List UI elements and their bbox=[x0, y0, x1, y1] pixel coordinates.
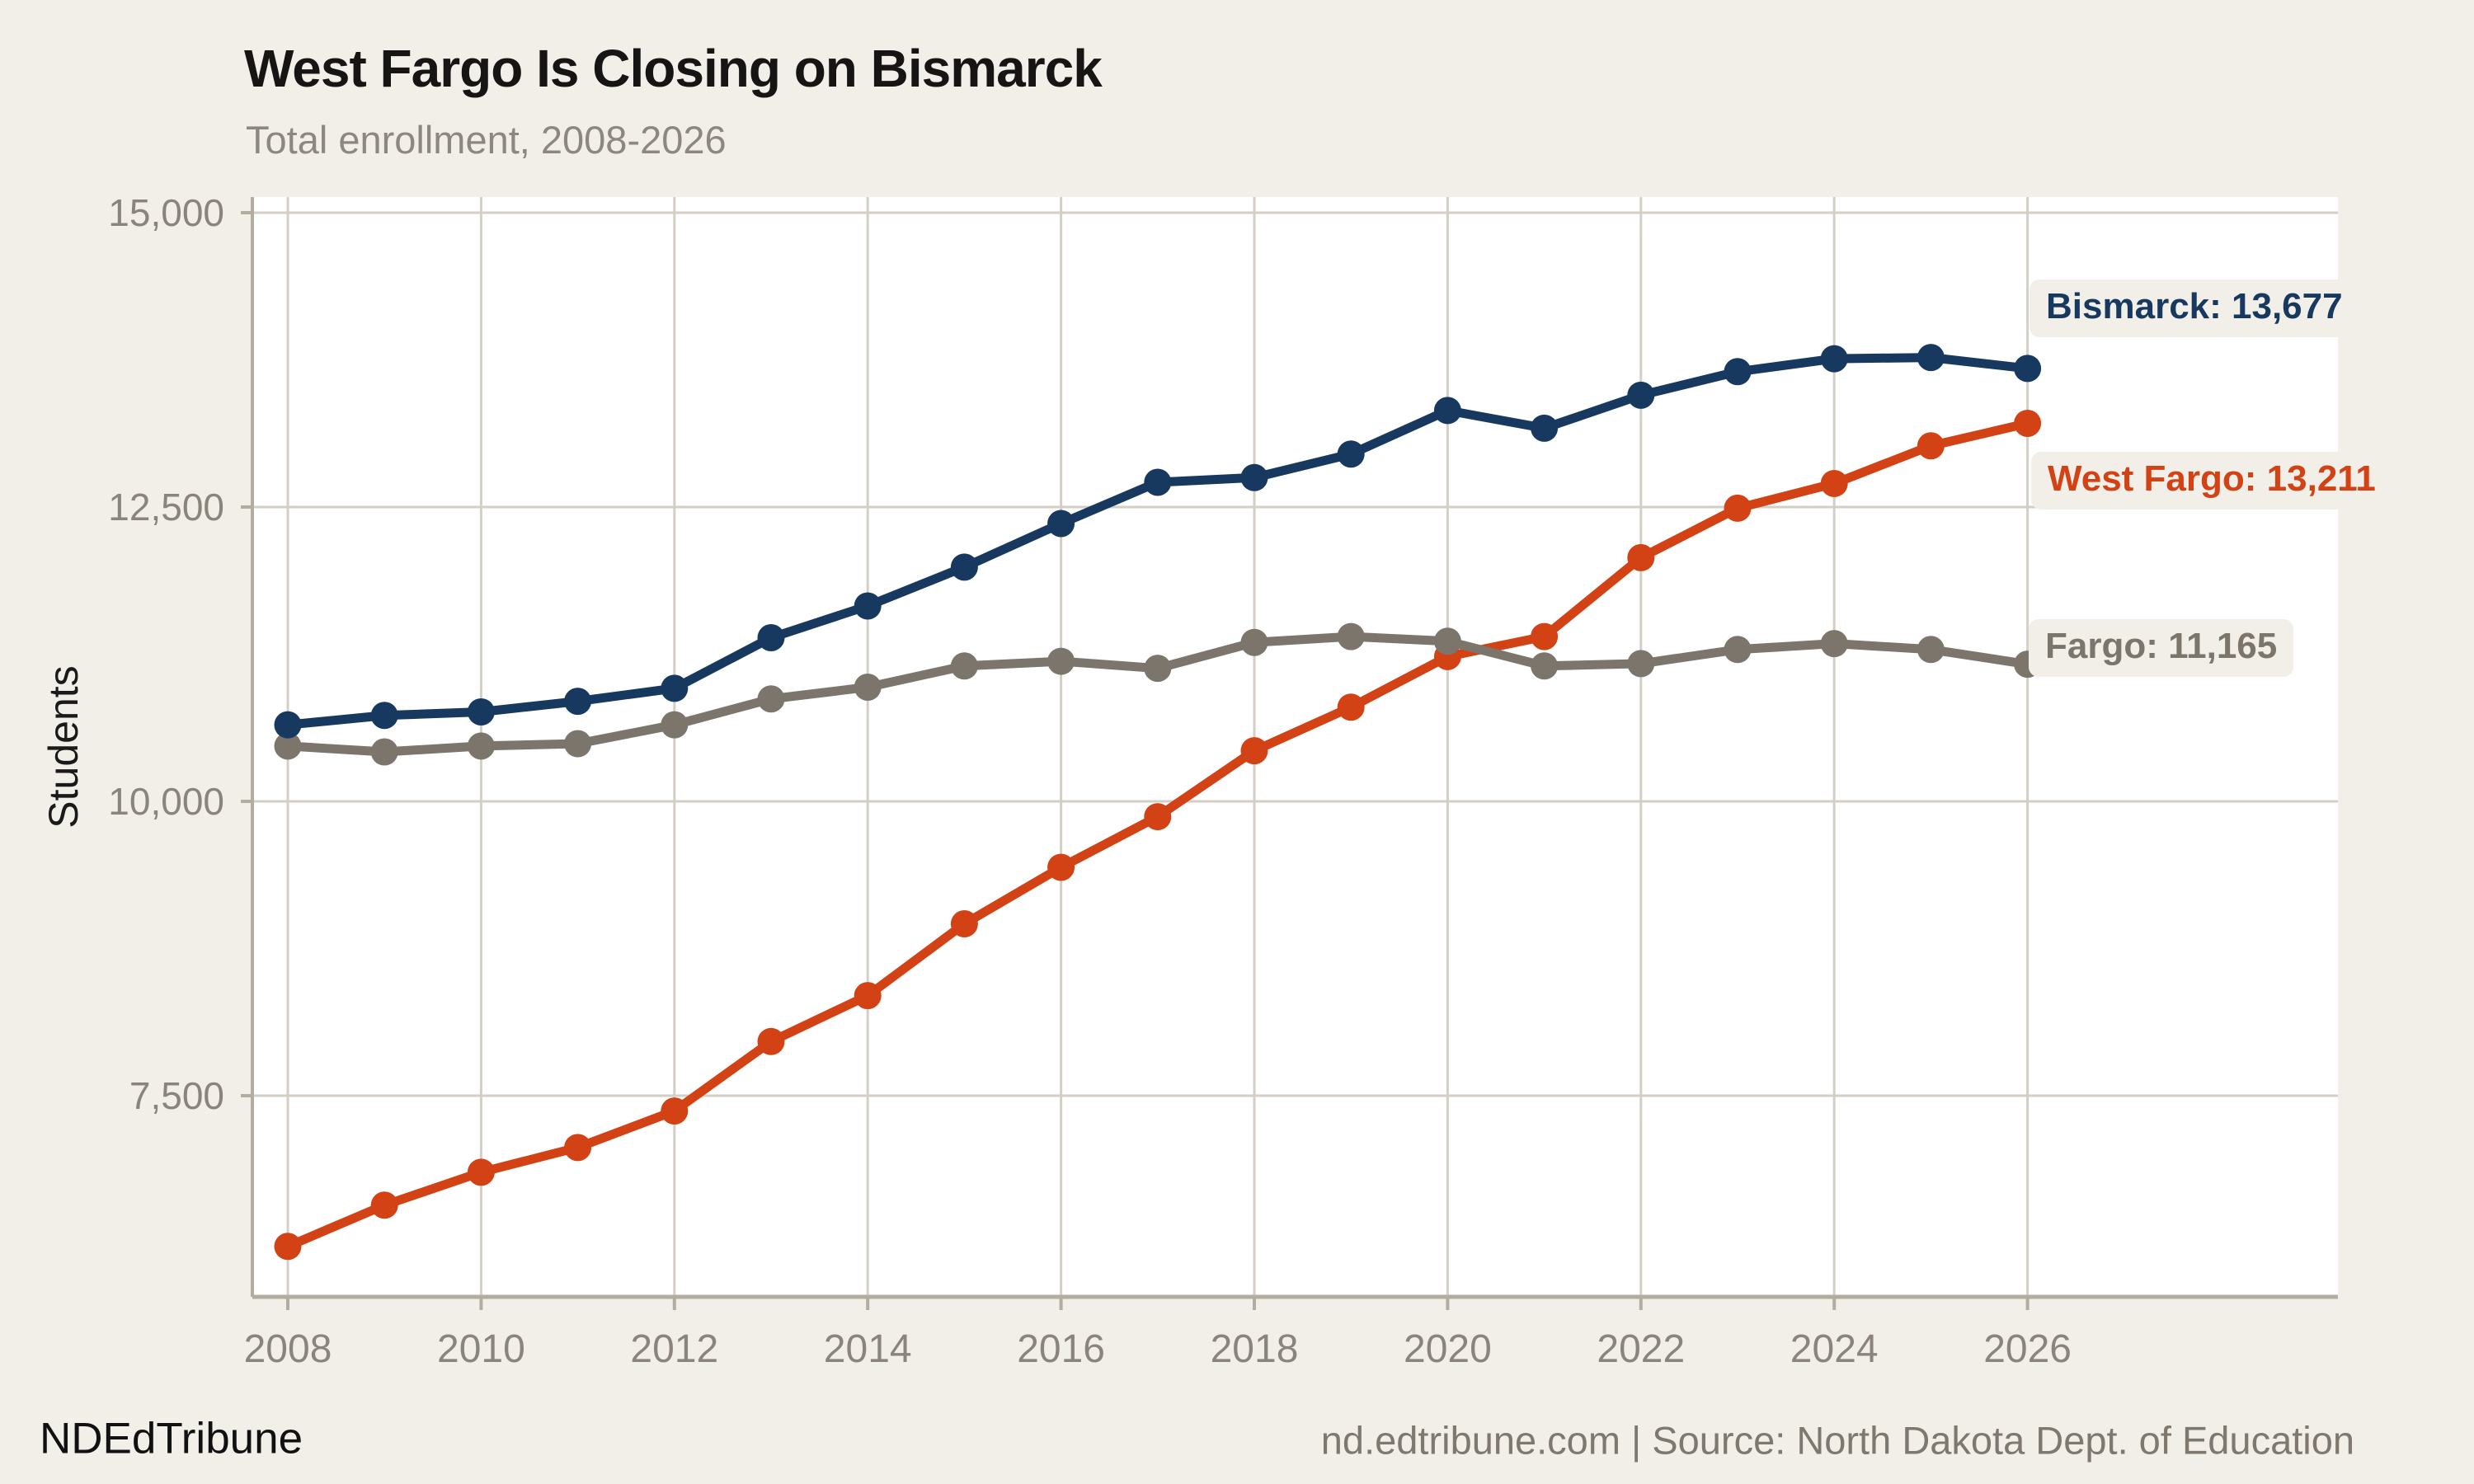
page-subtitle: Total enrollment, 2008-2026 bbox=[246, 118, 727, 162]
data-point-bismarck bbox=[1337, 440, 1365, 468]
data-point-west-fargo bbox=[1144, 803, 1172, 831]
data-point-bismarck bbox=[1917, 344, 1945, 372]
data-point-fargo bbox=[564, 730, 592, 758]
data-point-fargo bbox=[274, 732, 302, 760]
x-tick-label: 2018 bbox=[1211, 1327, 1299, 1371]
data-point-fargo bbox=[467, 732, 495, 760]
end-label-bismarck: Bismarck: 13,677 bbox=[2030, 279, 2359, 337]
x-tick-label: 2020 bbox=[1404, 1327, 1492, 1371]
data-point-west-fargo bbox=[661, 1097, 689, 1125]
x-tick-label: 2024 bbox=[1790, 1327, 1879, 1371]
data-point-bismarck bbox=[467, 697, 495, 726]
x-tick-label: 2012 bbox=[630, 1327, 718, 1371]
y-tick-label: 12,500 bbox=[108, 486, 224, 528]
data-point-fargo bbox=[1144, 655, 1172, 683]
data-point-fargo bbox=[757, 685, 785, 713]
y-axis-title: Students bbox=[40, 665, 87, 829]
data-point-west-fargo bbox=[854, 982, 882, 1010]
data-point-bismarck bbox=[274, 711, 302, 739]
end-label-fargo: Fargo: 11,165 bbox=[2029, 619, 2294, 677]
data-point-fargo bbox=[1627, 650, 1655, 678]
x-tick-label: 2022 bbox=[1597, 1327, 1685, 1371]
data-point-bismarck bbox=[1144, 468, 1172, 496]
data-point-bismarck bbox=[2014, 355, 2042, 383]
data-point-bismarck bbox=[757, 624, 785, 652]
data-point-west-fargo bbox=[467, 1158, 495, 1186]
footer-brand: NDEdTribune bbox=[40, 1414, 303, 1463]
data-point-fargo bbox=[1337, 622, 1365, 650]
data-point-west-fargo bbox=[274, 1233, 302, 1261]
data-point-west-fargo bbox=[564, 1134, 592, 1162]
data-point-bismarck bbox=[564, 688, 592, 716]
data-point-west-fargo bbox=[1917, 432, 1945, 460]
data-point-west-fargo bbox=[1820, 469, 1848, 497]
data-point-west-fargo bbox=[1047, 853, 1075, 881]
data-point-west-fargo bbox=[1724, 494, 1752, 522]
data-point-fargo bbox=[661, 711, 689, 739]
data-point-bismarck bbox=[1820, 345, 1848, 373]
data-point-fargo bbox=[1820, 630, 1848, 658]
data-point-fargo bbox=[854, 673, 882, 701]
data-point-fargo bbox=[1917, 636, 1945, 664]
data-point-fargo bbox=[1724, 636, 1752, 664]
data-point-bismarck bbox=[950, 553, 978, 581]
data-point-fargo bbox=[1531, 652, 1559, 680]
data-point-bismarck bbox=[1627, 381, 1655, 409]
data-point-bismarck bbox=[1240, 463, 1268, 491]
data-point-fargo bbox=[1047, 647, 1075, 675]
data-point-west-fargo bbox=[757, 1027, 785, 1055]
data-point-fargo bbox=[1433, 627, 1461, 655]
footer-source: nd.edtribune.com | Source: North Dakota … bbox=[1320, 1418, 2354, 1463]
y-tick-label: 15,000 bbox=[108, 191, 224, 234]
plot-area bbox=[252, 197, 2338, 1297]
data-point-west-fargo bbox=[2014, 409, 2042, 437]
y-tick-label: 7,500 bbox=[129, 1074, 224, 1117]
end-label-west-fargo: West Fargo: 13,211 bbox=[2031, 452, 2392, 510]
data-point-bismarck bbox=[661, 674, 689, 702]
data-point-fargo bbox=[370, 738, 398, 766]
y-tick-label: 10,000 bbox=[108, 780, 224, 823]
data-point-west-fargo bbox=[370, 1191, 398, 1219]
data-point-west-fargo bbox=[1627, 543, 1655, 571]
data-point-west-fargo bbox=[1337, 693, 1365, 721]
x-tick-label: 2014 bbox=[824, 1327, 912, 1371]
data-point-west-fargo bbox=[950, 910, 978, 938]
data-point-west-fargo bbox=[1531, 622, 1559, 650]
data-point-west-fargo bbox=[1240, 737, 1268, 765]
data-point-fargo bbox=[1240, 628, 1268, 656]
data-point-bismarck bbox=[370, 702, 398, 730]
data-point-bismarck bbox=[1047, 510, 1075, 538]
x-tick-label: 2008 bbox=[244, 1327, 332, 1371]
x-tick-label: 2010 bbox=[437, 1327, 525, 1371]
data-point-bismarck bbox=[1433, 397, 1461, 425]
data-point-fargo bbox=[950, 652, 978, 680]
x-tick-label: 2026 bbox=[1983, 1327, 2072, 1371]
data-point-bismarck bbox=[854, 592, 882, 620]
page-title: West Fargo Is Closing on Bismarck bbox=[244, 39, 1103, 98]
data-point-bismarck bbox=[1531, 414, 1559, 442]
x-tick-label: 2016 bbox=[1017, 1327, 1105, 1371]
data-point-bismarck bbox=[1724, 358, 1752, 386]
